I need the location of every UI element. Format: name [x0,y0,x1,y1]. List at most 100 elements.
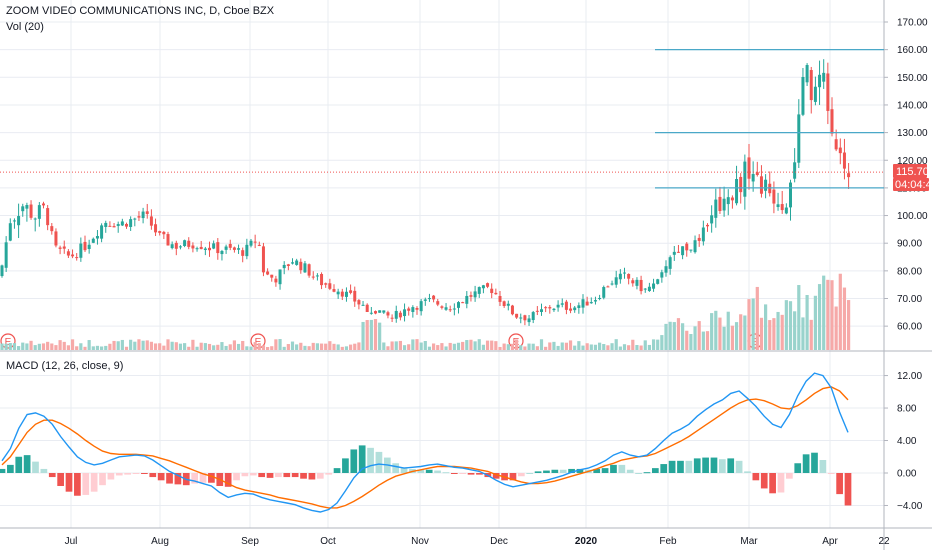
candle-body[interactable] [577,305,581,308]
candle-body[interactable] [266,271,270,275]
candle-body[interactable] [46,208,50,226]
candle-body[interactable] [303,263,307,273]
candle-body[interactable] [295,260,299,265]
candle-body[interactable] [12,220,16,222]
candle-body[interactable] [652,283,656,289]
candle-body[interactable] [374,311,377,314]
candle-body[interactable] [436,301,440,305]
candle-body[interactable] [693,240,697,253]
candle-body[interactable] [311,276,315,278]
candle-body[interactable] [199,246,203,250]
candle-body[interactable] [340,291,344,297]
candle-body[interactable] [141,211,145,219]
candle-body[interactable] [75,257,79,259]
candle-body[interactable] [320,273,324,286]
candle-body[interactable] [378,310,382,313]
candle-body[interactable] [29,204,33,218]
candle-body[interactable] [365,304,369,312]
candle-body[interactable] [37,205,41,219]
candle-body[interactable] [232,247,236,250]
candle-body[interactable] [618,273,622,280]
candle-body[interactable] [133,218,137,220]
candle-body[interactable] [158,231,162,233]
candle-body[interactable] [540,309,543,312]
candle-body[interactable] [125,223,128,227]
candle-body[interactable] [627,273,631,279]
candle-body[interactable] [183,240,187,247]
candle-body[interactable] [216,242,220,254]
macd-pane[interactable] [0,372,852,513]
candle-body[interactable] [357,300,361,305]
candle-body[interactable] [598,297,602,299]
candle-body[interactable] [730,197,734,201]
candle-body[interactable] [801,76,805,115]
candle-body[interactable] [776,204,780,208]
candle-body[interactable] [764,179,768,191]
candle-body[interactable] [237,248,241,250]
candle-body[interactable] [531,312,535,321]
candle-body[interactable] [506,303,510,306]
candle-body[interactable] [469,295,473,297]
candle-body[interactable] [137,216,141,218]
candle-body[interactable] [407,308,411,311]
candle-body[interactable] [465,295,469,304]
candle-body[interactable] [270,274,274,278]
candle-body[interactable] [697,237,701,241]
candle-body[interactable] [149,216,153,226]
candle-body[interactable] [203,248,207,250]
macd-line[interactable] [1,372,849,513]
candle-body[interactable] [286,264,290,266]
candle-body[interactable] [523,315,527,321]
candle-body[interactable] [631,280,635,284]
candle-body[interactable] [274,278,278,283]
candle-body[interactable] [635,279,639,286]
candle-body[interactable] [830,109,834,134]
candle-body[interactable] [208,247,211,251]
candle-body[interactable] [332,289,336,292]
candle-body[interactable] [772,189,776,204]
candle-body[interactable] [498,296,502,302]
candle-body[interactable] [87,244,91,249]
candle-body[interactable] [519,317,523,319]
candle-body[interactable] [448,309,452,311]
candle-body[interactable] [0,265,4,277]
candle-body[interactable] [793,162,797,179]
candle-body[interactable] [307,264,311,276]
candle-body[interactable] [789,182,792,208]
candle-body[interactable] [432,295,436,300]
candle-body[interactable] [842,152,846,169]
candle-body[interactable] [324,283,328,285]
candle-body[interactable] [643,288,647,290]
candle-body[interactable] [477,287,481,294]
candle-body[interactable] [755,172,759,176]
candle-body[interactable] [672,251,676,255]
candle-body[interactable] [527,318,531,323]
candle-body[interactable] [664,266,668,273]
candle-body[interactable] [822,72,826,82]
candle-body[interactable] [714,199,718,218]
candle-body[interactable] [353,290,357,302]
candle-body[interactable] [8,223,12,241]
candle-body[interactable] [560,303,564,305]
candle-body[interactable] [722,198,726,211]
candle-body[interactable] [212,243,216,249]
candle-body[interactable] [834,139,838,150]
candle-body[interactable] [701,227,705,242]
candle-body[interactable] [706,224,709,227]
candle-body[interactable] [564,301,568,310]
candle-body[interactable] [569,308,573,311]
candle-body[interactable] [535,310,539,312]
candle-body[interactable] [544,307,548,309]
candle-body[interactable] [573,307,577,311]
candle-body[interactable] [610,283,614,285]
candle-body[interactable] [253,241,257,243]
candle-body[interactable] [112,226,116,228]
candle-body[interactable] [739,176,743,193]
candle-body[interactable] [668,257,672,269]
candle-body[interactable] [585,301,589,306]
candle-body[interactable] [457,302,460,308]
candle-body[interactable] [154,224,158,233]
candle-body[interactable] [336,291,340,295]
candle-body[interactable] [95,236,99,239]
